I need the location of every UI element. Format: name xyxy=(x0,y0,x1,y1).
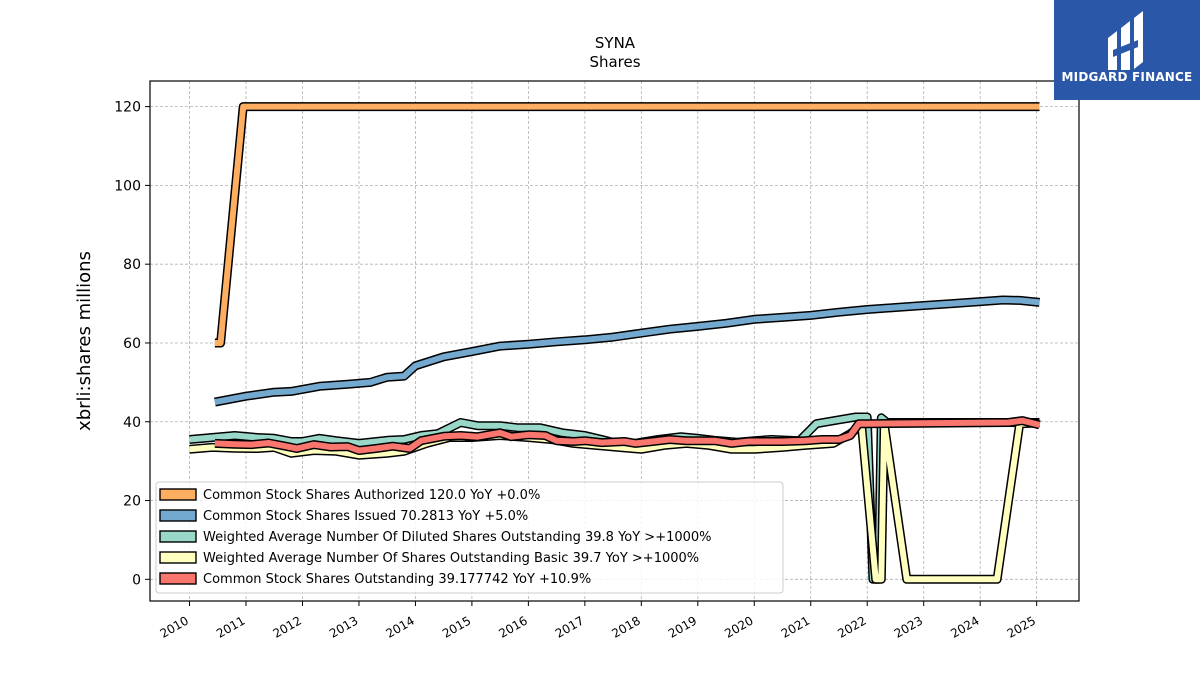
legend-label-3: Weighted Average Number Of Diluted Share… xyxy=(203,530,712,545)
legend-label-1: Common Stock Shares Authorized 120.0 YoY… xyxy=(203,488,540,503)
y-tick-label: 100 xyxy=(114,178,141,194)
grid-lines xyxy=(150,81,1079,601)
legend-label-4: Weighted Average Number Of Shares Outsta… xyxy=(203,551,699,566)
legend-swatch-2 xyxy=(159,509,197,522)
legend: Common Stock Shares Authorized 120.0 YoY… xyxy=(155,481,784,594)
y-axis-label: xbrli:shares millions xyxy=(74,251,95,431)
logo-text: MIDGARD FINANCE xyxy=(1062,70,1193,84)
chart-subtitle: Shares xyxy=(589,53,640,71)
logo-mark-icon xyxy=(1108,11,1143,70)
series-line-1 xyxy=(214,103,1040,346)
chart-title: SYNA xyxy=(595,34,636,52)
y-tick-label: 80 xyxy=(123,257,141,273)
brand-logo: MIDGARD FINANCE xyxy=(1054,0,1200,100)
legend-label-5: Common Stock Shares Outstanding 39.17774… xyxy=(203,572,591,587)
y-tick-label: 60 xyxy=(123,336,141,352)
legend-label-2: Common Stock Shares Issued 70.2813 YoY +… xyxy=(203,509,528,524)
y-tick-label: 20 xyxy=(123,494,141,510)
y-axis-ticks: 0 20 40 60 80 100 120 xyxy=(114,100,150,588)
legend-swatch-3 xyxy=(159,530,197,543)
y-tick-label: 40 xyxy=(123,415,141,431)
series-line-2 xyxy=(214,297,1040,406)
plot-frame xyxy=(149,80,1080,602)
legend-swatch-1 xyxy=(159,488,197,501)
legend-box xyxy=(155,481,784,594)
series-line-5 xyxy=(214,417,1041,454)
y-tick-label: 120 xyxy=(114,100,141,116)
y-tick-label: 0 xyxy=(132,572,141,588)
legend-swatch-5 xyxy=(159,572,197,585)
legend-swatch-4 xyxy=(159,551,197,564)
series-layer xyxy=(189,102,1041,584)
